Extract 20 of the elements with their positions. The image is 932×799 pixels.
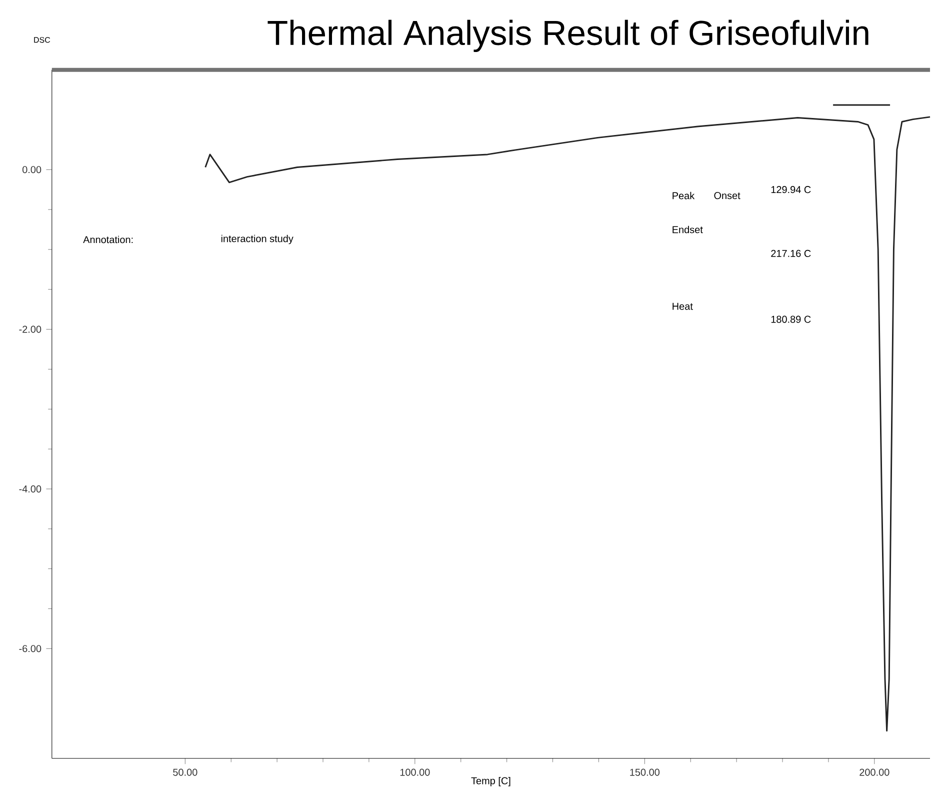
line-series bbox=[204, 116, 931, 732]
annotation: 217.16 C bbox=[771, 250, 811, 257]
x-tick-label: 100.00 bbox=[400, 768, 430, 776]
x-tick-label: 50.00 bbox=[173, 768, 198, 776]
x-axis-title: Temp [C] bbox=[471, 776, 510, 786]
y-tick-label: -4.00 bbox=[19, 485, 42, 492]
annotation: Endset bbox=[672, 226, 703, 234]
annotation: 180.89 C bbox=[771, 316, 811, 323]
annotation: Heat bbox=[672, 302, 693, 310]
y-tick-label: 0.00 bbox=[22, 166, 42, 174]
annotation: Annotation: bbox=[83, 236, 133, 244]
y-tick-label: -6.00 bbox=[19, 644, 42, 652]
chart-title: Thermal Analysis Result of Griseofulvin bbox=[268, 20, 868, 52]
y-tick-label: -2.00 bbox=[19, 326, 42, 333]
x-tick-label: 200.00 bbox=[860, 768, 890, 776]
annotation: Onset bbox=[714, 192, 740, 199]
annotation: Peak bbox=[672, 192, 695, 200]
x-tick-label: 150.00 bbox=[630, 768, 660, 776]
annotation: 129.94 C bbox=[771, 186, 811, 193]
annotation: interaction study bbox=[221, 234, 294, 244]
